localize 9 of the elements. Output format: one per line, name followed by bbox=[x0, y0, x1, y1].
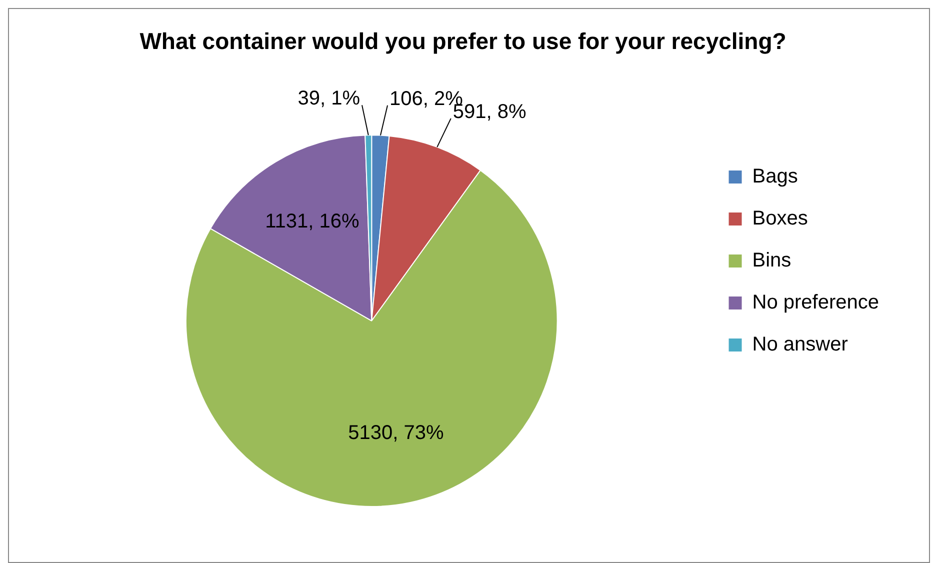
legend-label: Bags bbox=[752, 166, 798, 188]
legend-label: No answer bbox=[752, 334, 848, 356]
data-label: 5130, 73% bbox=[348, 422, 444, 444]
data-label: 39, 1% bbox=[298, 88, 360, 110]
legend-label: Bins bbox=[752, 250, 792, 272]
chart-title: What container would you prefer to use for your recycling? bbox=[140, 28, 786, 54]
legend-label: Boxes bbox=[752, 208, 808, 230]
data-label: 1131, 16% bbox=[265, 210, 360, 233]
legend-label: No preference bbox=[752, 292, 880, 314]
